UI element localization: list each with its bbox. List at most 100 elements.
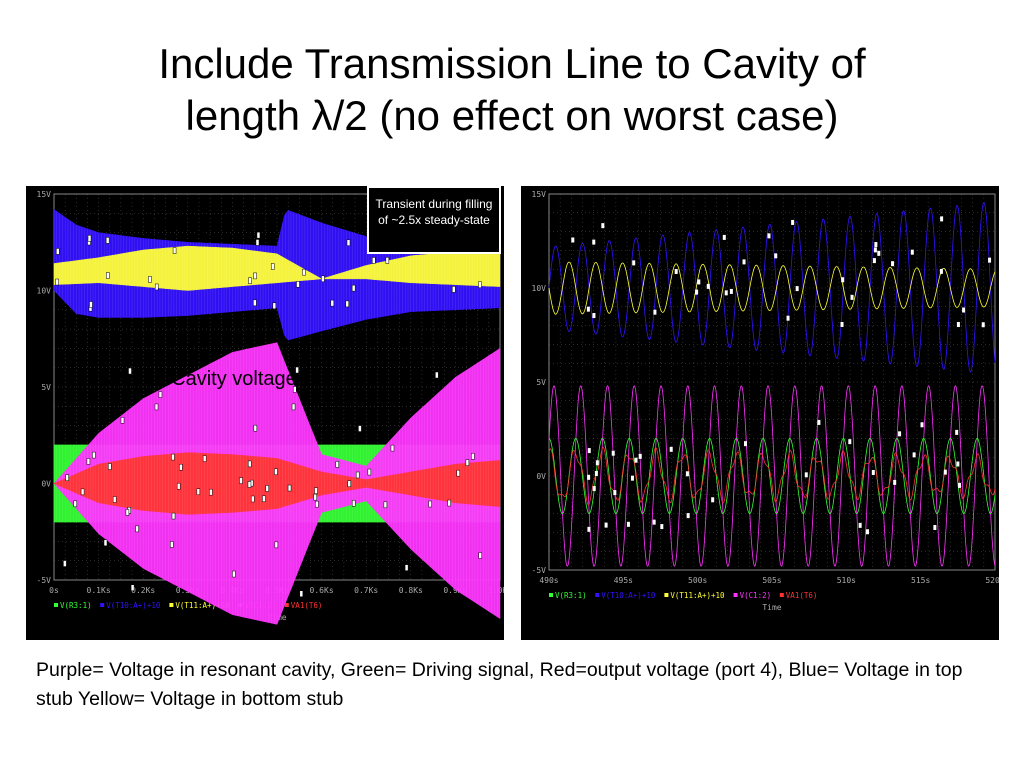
point-marker [632, 260, 636, 266]
point-marker [435, 371, 439, 379]
point-marker [786, 315, 790, 321]
y-tick-label: 5V [41, 383, 51, 392]
series-line [548, 261, 996, 315]
point-marker [981, 322, 985, 328]
point-marker [873, 247, 877, 253]
point-marker [255, 239, 260, 246]
slide-title: Include Transmission Line to Cavity of l… [0, 38, 1024, 142]
legend-marker [595, 593, 600, 597]
point-marker [105, 237, 110, 244]
point-marker [128, 367, 132, 375]
point-marker [345, 300, 349, 308]
legend-entry: V(R3:1) [555, 591, 587, 600]
point-marker [858, 522, 862, 528]
point-marker [653, 309, 657, 315]
y-tick-label: 10V [37, 287, 52, 296]
y-tick-label: -5V [532, 566, 547, 575]
point-marker [451, 286, 456, 293]
point-marker [256, 231, 261, 239]
legend-entry: V(R3:1) [60, 601, 92, 610]
point-marker [293, 386, 297, 393]
point-marker [314, 487, 318, 494]
point-marker [592, 313, 596, 319]
point-marker [106, 272, 110, 279]
y-tick-label: -5V [37, 576, 52, 585]
point-marker [638, 453, 642, 459]
legend-entry: V(C1:2) [740, 591, 772, 600]
point-marker [299, 590, 304, 597]
point-marker [669, 446, 673, 452]
point-marker [330, 299, 335, 307]
point-marker [154, 403, 159, 411]
point-marker [841, 277, 845, 283]
point-marker [251, 495, 255, 503]
point-marker [601, 223, 605, 229]
point-marker [247, 481, 252, 488]
point-marker [711, 497, 715, 503]
point-marker [108, 463, 112, 470]
point-marker [270, 263, 275, 270]
point-marker [962, 307, 966, 313]
point-marker [383, 501, 388, 509]
point-marker [287, 484, 292, 492]
point-marker [112, 496, 117, 503]
point-marker [130, 584, 135, 591]
point-marker [346, 239, 351, 246]
legend-marker [779, 593, 784, 597]
point-marker [877, 250, 881, 256]
point-marker [291, 403, 296, 411]
legend-entry: V(T11:A+)+10 [175, 601, 230, 610]
point-marker [465, 459, 470, 466]
title-line-2: length λ/2 (no effect on worst case) [185, 92, 839, 139]
point-marker [891, 261, 895, 267]
x-tick-label: 490s [539, 576, 558, 585]
point-marker [63, 560, 67, 567]
x-tick-label: 0.6Ks [310, 586, 334, 595]
legend-marker [169, 603, 174, 607]
point-marker [202, 455, 207, 462]
point-marker [315, 500, 319, 508]
point-marker [372, 257, 376, 264]
point-marker [706, 283, 710, 289]
x-tick-label: 520s [985, 576, 999, 585]
point-marker [55, 278, 59, 286]
point-marker [390, 444, 395, 452]
x-tick-label: 515s [911, 576, 930, 585]
point-marker [893, 479, 897, 485]
point-marker [73, 500, 78, 508]
point-marker [674, 269, 678, 275]
point-marker [587, 526, 591, 532]
point-marker [87, 235, 92, 242]
x-tick-label: 0.7Ks [354, 586, 378, 595]
point-marker [478, 552, 482, 559]
point-marker [272, 302, 277, 310]
point-marker [428, 500, 432, 508]
legend-marker [733, 593, 738, 597]
transient-callout: Transient during filling of ~2.5x steady… [367, 186, 501, 254]
point-marker [148, 276, 152, 283]
title-line-1: Include Transmission Line to Cavity of [158, 40, 866, 87]
legend-marker [284, 603, 289, 607]
stub-voltages-label: Stub voltages [106, 213, 228, 235]
point-marker [80, 488, 85, 496]
point-marker [92, 451, 96, 459]
series-oscillation [53, 246, 501, 291]
point-marker [295, 366, 299, 374]
point-marker [120, 417, 125, 424]
point-marker [154, 283, 159, 291]
point-marker [158, 391, 163, 398]
point-marker [274, 541, 279, 549]
point-marker [920, 422, 924, 428]
point-marker [447, 499, 451, 507]
x-tick-label: 495s [614, 576, 633, 585]
point-marker [586, 306, 590, 312]
series-line [548, 202, 996, 373]
point-marker [171, 453, 175, 461]
point-marker [686, 513, 690, 519]
point-marker [239, 477, 243, 484]
point-marker [313, 493, 318, 501]
left-chart: 15V10V5V0V-5V0s0.1Ks0.2Ks0.3Ks0.4Ks0.5Ks… [37, 190, 504, 625]
point-marker [791, 219, 795, 225]
legend-entry: V(T10:A+)+10 [106, 601, 161, 610]
